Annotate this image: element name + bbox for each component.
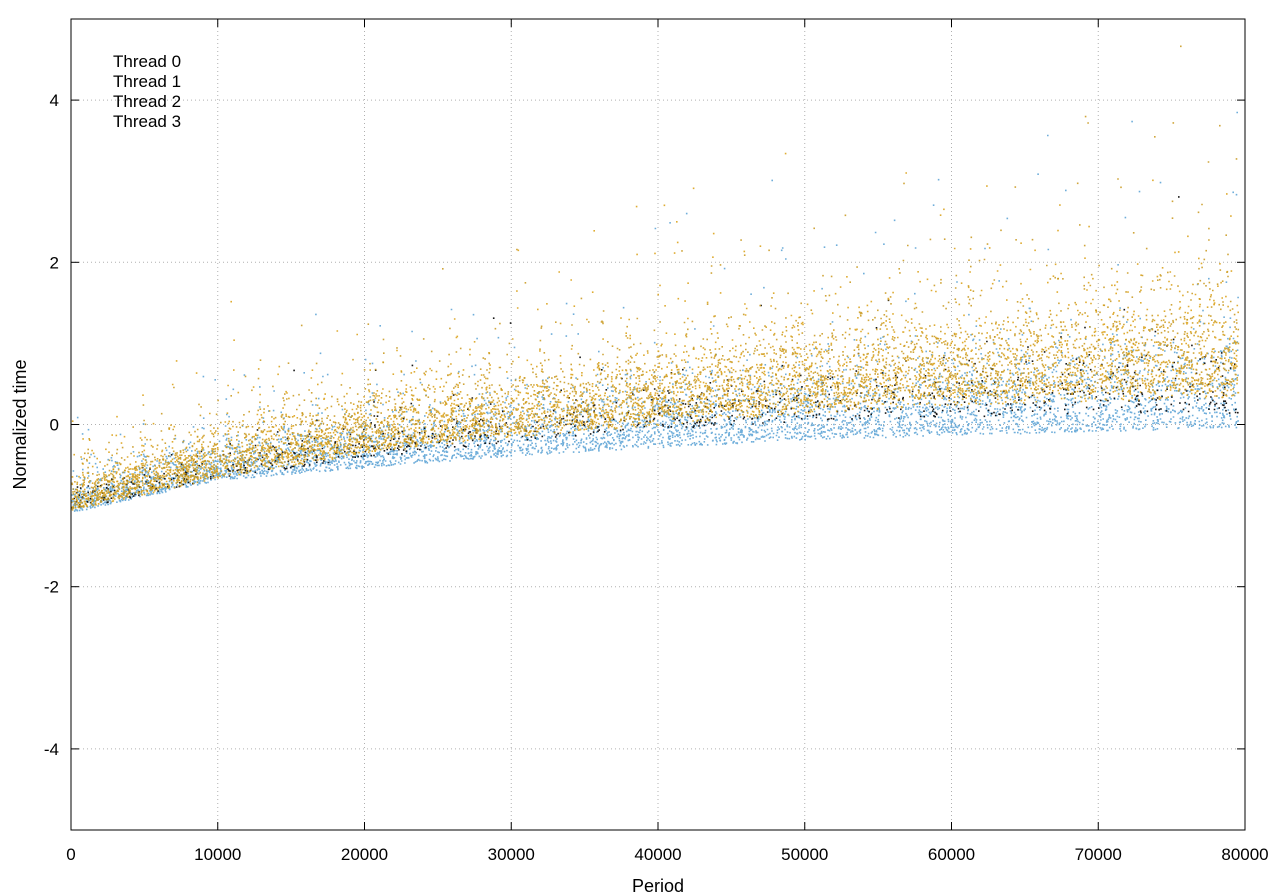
legend-label: Thread 0 [113,52,181,71]
y-tick-label: 0 [50,416,59,435]
scatter-points [71,196,1239,509]
x-tick-label: 40000 [634,845,681,864]
y-axis-title: Normalized time [10,359,30,489]
x-tick-label: 10000 [194,845,241,864]
legend-label: Thread 2 [113,92,181,111]
legend-label: Thread 1 [113,72,181,91]
x-tick-label: 80000 [1221,845,1268,864]
legend-label: Thread 3 [113,112,181,131]
x-tick-label: 60000 [928,845,975,864]
series-thread-3 [71,45,1240,511]
y-tick-label: -2 [44,578,59,597]
x-tick-label: 0 [66,845,75,864]
series-thread-0 [71,196,1239,509]
scatter-points [71,45,1240,511]
x-tick-label: 20000 [341,845,388,864]
data-points [71,45,1240,512]
x-tick-label: 50000 [781,845,828,864]
y-tick-label: 4 [50,91,59,110]
y-tick-label: 2 [50,253,59,272]
y-tick-label: -4 [44,740,59,759]
x-axis-title: Period [632,876,684,896]
x-tick-label: 70000 [1075,845,1122,864]
x-tick-label: 30000 [488,845,535,864]
axis-ticks: 0 10000 20000 30000 40000 50000 60000 70000 8000… [44,19,1269,864]
